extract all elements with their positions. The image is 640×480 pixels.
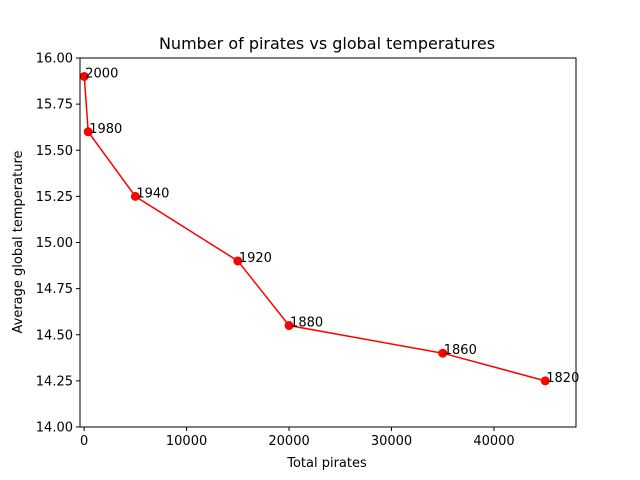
data-point-label: 1940 <box>136 186 169 201</box>
x-tick-label: 30000 <box>371 434 412 449</box>
y-tick-label: 14.00 <box>36 421 73 436</box>
y-tick-label: 14.50 <box>36 328 73 343</box>
y-axis-label: Average global temperature <box>11 150 26 333</box>
chart-title: Number of pirates vs global temperatures <box>159 34 495 53</box>
data-point-label: 1920 <box>239 251 272 266</box>
data-point-label: 2000 <box>85 66 118 81</box>
series-line <box>83 76 546 382</box>
y-tick-label: 15.50 <box>36 144 73 159</box>
y-tick-label: 14.25 <box>36 374 73 389</box>
y-tick-label: 15.75 <box>36 98 73 113</box>
data-point <box>79 71 89 81</box>
axes-frame <box>79 57 577 428</box>
y-tick-label: 15.25 <box>36 190 73 205</box>
x-tick-label: 20000 <box>268 434 309 449</box>
x-tick-label: 0 <box>80 434 88 449</box>
data-point <box>438 348 448 358</box>
data-point <box>233 256 243 266</box>
data-point <box>540 376 550 386</box>
x-axis-label: Total pirates <box>286 456 367 471</box>
data-point <box>284 321 294 331</box>
x-tick-label: 10000 <box>166 434 207 449</box>
data-point <box>83 127 93 137</box>
data-point-label: 1820 <box>546 371 579 386</box>
y-tick-label: 16.00 <box>36 52 73 67</box>
x-tick-label: 40000 <box>473 434 514 449</box>
data-point-label: 1880 <box>290 316 323 331</box>
data-point-label: 1860 <box>444 343 477 358</box>
data-point <box>130 191 140 201</box>
y-tick-label: 14.75 <box>36 282 73 297</box>
y-tick-label: 15.00 <box>36 236 73 251</box>
data-point-label: 1980 <box>89 122 122 137</box>
